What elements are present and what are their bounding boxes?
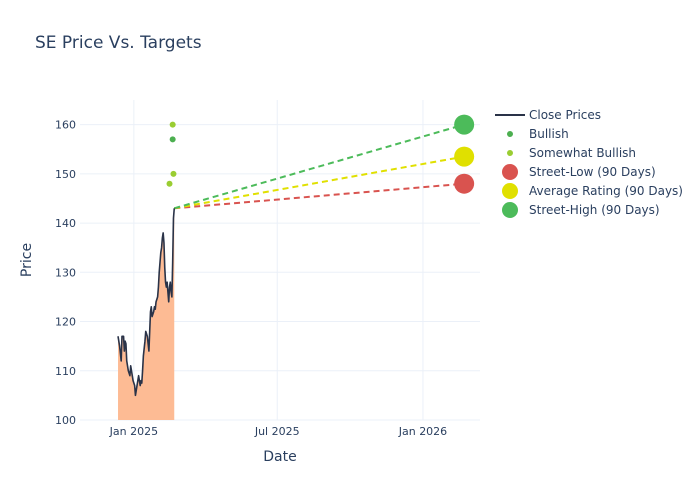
chart-title: SE Price Vs. Targets <box>35 33 202 53</box>
street-high-marker[interactable] <box>454 114 475 135</box>
legend-swatch-somewhat-bullish <box>507 150 513 156</box>
somewhat-bullish-point[interactable] <box>169 121 176 128</box>
y-tick-label: 130 <box>55 266 76 279</box>
legend-label-street-low: Street-Low (90 Days) <box>529 165 656 179</box>
y-tick-label: 140 <box>55 217 76 230</box>
legend-swatch-street-low <box>502 164 518 180</box>
average-rating-marker[interactable] <box>454 146 475 167</box>
street-high-dashed-line <box>173 123 465 210</box>
close-price-line-layer <box>117 208 176 397</box>
street-low-marker[interactable] <box>454 173 475 194</box>
y-tick-label: 100 <box>55 414 76 427</box>
close-price-area-layer <box>118 208 175 420</box>
close-price-line <box>117 208 176 397</box>
y-axis-title: Price <box>19 243 35 277</box>
y-tick-label: 120 <box>55 316 76 329</box>
y-tick-label: 150 <box>55 168 76 181</box>
legend-label-street-high: Street-High (90 Days) <box>529 203 660 217</box>
street-low-dashed-line <box>174 182 465 210</box>
ticks-layer: 100 110 120 130 140 150 160 Jan 2025 Jul 2025 Jan… <box>55 119 447 438</box>
close-price-area <box>118 208 175 420</box>
average-rating-dashed-line <box>174 155 465 210</box>
legend-item-bullish[interactable]: Bullish <box>507 127 569 141</box>
y-tick-label: 160 <box>55 119 76 132</box>
legend[interactable]: Close Prices Bullish Somewhat Bullish Stree… <box>495 108 683 218</box>
legend-item-street-high[interactable]: Street-High (90 Days) <box>502 202 660 218</box>
points-layer <box>166 114 475 194</box>
legend-label-bullish: Bullish <box>529 127 569 141</box>
x-tick-label: Jul 2025 <box>254 425 300 438</box>
bullish-point[interactable] <box>169 136 176 143</box>
legend-swatch-average-rating <box>502 183 518 199</box>
x-axis-title: Date <box>263 449 296 465</box>
legend-item-close-prices[interactable]: Close Prices <box>495 108 601 122</box>
x-tick-label: Jan 2026 <box>398 425 447 438</box>
grid <box>80 100 480 421</box>
legend-label-close-prices: Close Prices <box>529 108 601 122</box>
legend-item-street-low[interactable]: Street-Low (90 Days) <box>502 164 656 180</box>
somewhat-bullish-point[interactable] <box>166 180 173 187</box>
legend-label-average-rating: Average Rating (90 Days) <box>529 184 683 198</box>
legend-swatch-bullish <box>507 131 513 137</box>
somewhat-bullish-point[interactable] <box>170 170 177 177</box>
target-lines-layer <box>173 123 465 210</box>
legend-item-somewhat-bullish[interactable]: Somewhat Bullish <box>507 146 636 160</box>
legend-swatch-street-high <box>502 202 518 218</box>
legend-item-average-rating[interactable]: Average Rating (90 Days) <box>502 183 683 199</box>
y-tick-label: 110 <box>55 365 76 378</box>
legend-label-somewhat-bullish: Somewhat Bullish <box>529 146 636 160</box>
x-tick-label: Jan 2025 <box>109 425 158 438</box>
